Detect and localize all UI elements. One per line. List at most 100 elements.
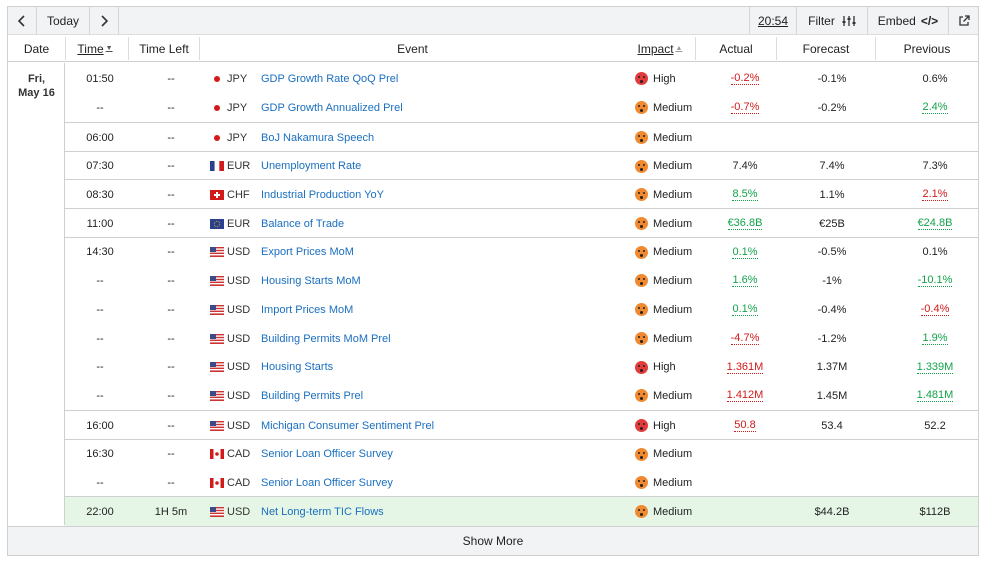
event-name-link-value[interactable]: Industrial Production YoY: [261, 188, 384, 201]
event-currency: USD: [227, 381, 259, 410]
event-time-left-value: --: [167, 188, 175, 201]
event-impact: Medium: [635, 93, 715, 122]
col-date: Date: [23, 41, 50, 56]
event-name-link-value[interactable]: Import Prices MoM: [261, 303, 354, 316]
event-previous-value: 1.481M: [916, 389, 954, 402]
event-name-link-value[interactable]: Unemployment Rate: [261, 160, 362, 172]
today-button[interactable]: Today: [46, 13, 80, 28]
country-flag-icon: [209, 497, 225, 526]
event-forecast-value: 1.45M: [816, 389, 848, 402]
event-name-link-value[interactable]: Balance of Trade: [261, 217, 345, 230]
event-forecast: [787, 468, 877, 497]
event-actual-value: -0.7%: [730, 101, 760, 114]
event-name-link-value[interactable]: Building Permits Prel: [261, 389, 364, 402]
col-impact-sort[interactable]: Impact ▲: [630, 35, 690, 62]
event-name-link-value[interactable]: BoJ Nakamura Speech: [261, 131, 375, 144]
event-impact: Medium: [635, 209, 715, 238]
event-name-link[interactable]: Export Prices MoM: [261, 238, 631, 266]
event-name-link-value[interactable]: GDP Growth Rate QoQ Prel: [261, 72, 399, 85]
event-name-link[interactable]: Senior Loan Officer Survey: [261, 468, 631, 497]
event-name-link[interactable]: Michigan Consumer Sentiment Prel: [261, 411, 631, 440]
event-name-link-value[interactable]: GDP Growth Annualized Prel: [261, 101, 403, 114]
table-row[interactable]: -- -- USD Housing Starts MoM Medium 1.6% -1% -1…: [65, 266, 978, 295]
event-name-link[interactable]: Senior Loan Officer Survey: [261, 440, 631, 468]
event-previous-value: 52.2: [924, 419, 946, 432]
table-row[interactable]: 22:00 1H 5m USD Net Long-term TIC Flows Medi…: [65, 497, 978, 526]
event-time-left: --: [135, 295, 207, 324]
table-row[interactable]: -- -- CAD Senior Loan Officer Survey Medium: [65, 468, 978, 497]
event-currency: JPY: [227, 64, 259, 93]
table-row[interactable]: 11:00 -- EUR Balance of Trade Medium €36.8B €2…: [65, 209, 978, 238]
event-name-link[interactable]: Industrial Production YoY: [261, 180, 631, 209]
show-more-button[interactable]: Show More: [8, 526, 978, 555]
col-time-sort[interactable]: Time ▼: [66, 35, 124, 62]
event-name-link[interactable]: Net Long-term TIC Flows: [261, 497, 631, 526]
event-name-link[interactable]: GDP Growth Rate QoQ Prel: [261, 64, 631, 93]
event-time-left: --: [135, 353, 207, 381]
country-flag-icon: [209, 152, 225, 180]
event-name-link[interactable]: GDP Growth Annualized Prel: [261, 93, 631, 122]
country-flag-icon: [209, 123, 225, 152]
event-name-link[interactable]: Unemployment Rate: [261, 152, 631, 180]
code-icon: </>: [920, 13, 939, 28]
event-name-link-value[interactable]: Michigan Consumer Sentiment Prel: [261, 419, 435, 432]
event-forecast: 53.4: [787, 411, 877, 440]
event-impact: Medium: [635, 381, 715, 410]
event-name-link[interactable]: Housing Starts MoM: [261, 266, 631, 295]
table-row[interactable]: 06:00 -- JPY BoJ Nakamura Speech Medium: [65, 123, 978, 152]
event-actual-value: 1.6%: [732, 274, 758, 287]
table-row[interactable]: -- -- USD Housing Starts High 1.361M 1.37M 1.33…: [65, 353, 978, 381]
event-name-link-value[interactable]: Housing Starts MoM: [261, 274, 361, 287]
event-name-link-value[interactable]: Net Long-term TIC Flows: [261, 505, 384, 518]
prev-day-button[interactable]: [8, 7, 36, 34]
event-previous: 0.1%: [885, 238, 985, 266]
country-flag-icon: [209, 411, 225, 440]
event-name-link[interactable]: BoJ Nakamura Speech: [261, 123, 631, 152]
table-row[interactable]: 16:30 -- CAD Senior Loan Officer Survey Medi…: [65, 440, 978, 468]
event-time-left-value: --: [167, 476, 175, 489]
event-currency: CAD: [227, 468, 259, 497]
embed-button[interactable]: Embed </>: [868, 7, 948, 34]
event-time-left-value: --: [167, 131, 175, 144]
event-name-link-value[interactable]: Export Prices MoM: [261, 246, 354, 258]
table-row[interactable]: -- -- USD Building Permits Prel Medium 1.412M…: [65, 381, 978, 410]
filter-button[interactable]: Filter: [797, 7, 867, 34]
event-name-link-value[interactable]: Building Permits MoM Prel: [261, 332, 391, 345]
event-name-link-value[interactable]: Senior Loan Officer Survey: [261, 448, 393, 460]
event-time-value: 16:00: [86, 419, 114, 432]
impact-label: Medium: [653, 389, 693, 402]
event-name-link[interactable]: Balance of Trade: [261, 209, 631, 238]
table-row[interactable]: 08:30 -- CHF Industrial Production YoY Mediu…: [65, 180, 978, 209]
event-currency: CAD: [227, 440, 259, 468]
event-impact: Medium: [635, 295, 715, 324]
event-name-link[interactable]: Building Permits MoM Prel: [261, 324, 631, 353]
event-currency-value: USD: [227, 332, 251, 345]
table-row[interactable]: 16:00 -- USD Michigan Consumer Sentiment Pr…: [65, 411, 978, 440]
table-row[interactable]: 07:30 -- EUR Unemployment Rate Medium 7.4% 7.4…: [65, 152, 978, 180]
event-previous-value: €24.8B: [917, 217, 953, 230]
table-row[interactable]: 01:50 -- JPY GDP Growth Rate QoQ Prel High -0…: [65, 64, 978, 93]
event-forecast: -0.2%: [787, 93, 877, 122]
event-impact: High: [635, 353, 715, 381]
event-name-link-value[interactable]: Housing Starts: [261, 361, 334, 373]
event-currency: USD: [227, 411, 259, 440]
event-actual: [705, 468, 785, 497]
table-row[interactable]: 14:30 -- USD Export Prices MoM Medium 0.1% -0.…: [65, 238, 978, 266]
event-name-link[interactable]: Import Prices MoM: [261, 295, 631, 324]
table-row[interactable]: -- -- JPY GDP Growth Annualized Prel Medium -…: [65, 93, 978, 122]
col-time-left: Time Left: [139, 41, 189, 56]
event-name-link[interactable]: Building Permits Prel: [261, 381, 631, 410]
event-name-link-value[interactable]: Senior Loan Officer Survey: [261, 476, 393, 489]
event-time-left: --: [135, 440, 207, 468]
impact-medium-icon: [635, 476, 648, 489]
event-name-link[interactable]: Housing Starts: [261, 353, 631, 381]
table-row[interactable]: -- -- USD Building Permits MoM Prel Medium -4…: [65, 324, 978, 353]
table-row[interactable]: -- -- USD Import Prices MoM Medium 0.1% -0.4% -…: [65, 295, 978, 324]
next-day-button[interactable]: [90, 7, 118, 34]
event-currency: USD: [227, 295, 259, 324]
impact-medium-icon: [635, 188, 648, 201]
country-flag-icon: [209, 440, 225, 468]
event-actual-value: 1.361M: [726, 360, 764, 374]
timezone-time-button[interactable]: 20:54: [757, 13, 789, 28]
open-external-button[interactable]: [949, 7, 978, 34]
